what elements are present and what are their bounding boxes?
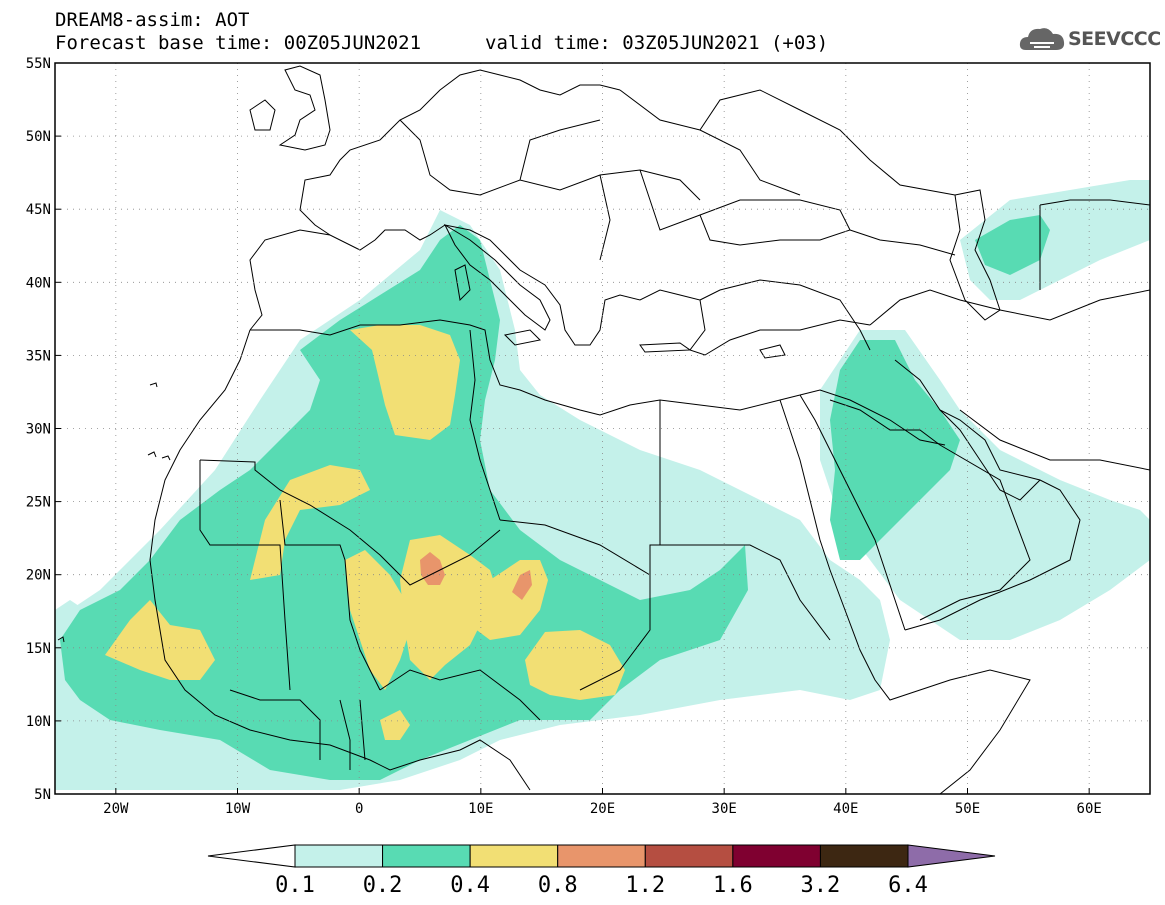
colorbar-box — [469, 844, 559, 868]
coastlines — [57, 65, 1150, 794]
madeira — [149, 382, 158, 388]
logo-text: SEEVCCC — [1068, 28, 1161, 50]
aot-band-0.4-north — [350, 325, 460, 440]
black-sea — [699, 199, 851, 246]
colorbar-label: 0.4 — [450, 873, 491, 898]
aot-band-0.8-chad — [512, 570, 532, 600]
border-mauritania — [199, 460, 291, 691]
colorbar-label: 0.1 — [275, 873, 315, 898]
europe-north-coast — [299, 69, 621, 236]
lon-label: 10W — [225, 801, 251, 817]
lat-label: 10N — [26, 714, 51, 730]
colorbar-label: 3.2 — [800, 873, 841, 898]
aot-band-0.4-senegal — [105, 600, 215, 680]
border-mali-niger — [279, 499, 381, 691]
europe-coast — [249, 224, 871, 356]
aot-contours — [55, 180, 1150, 790]
arabia-coast — [894, 359, 1081, 631]
africa-west-coast — [149, 329, 531, 791]
sicily — [503, 329, 542, 346]
colorbar-box — [382, 844, 471, 868]
lon-label: 0 — [355, 801, 363, 817]
border-central-asia — [1039, 199, 1150, 290]
lat-label: 35N — [26, 348, 51, 364]
colorbar-box — [557, 844, 646, 868]
lat-label: 5N — [34, 787, 51, 803]
colorbar-label: 1.2 — [625, 873, 666, 898]
lat-label: 40N — [26, 275, 51, 291]
border-middle-east — [799, 389, 946, 446]
colorbar-label: 6.4 — [888, 873, 928, 898]
lon-label: 20W — [103, 801, 129, 817]
colorbar-label: 0.2 — [362, 873, 403, 898]
crete — [639, 342, 692, 353]
chart-title: DREAM8-assim: AOT — [55, 9, 250, 31]
border-algeria-libya — [469, 329, 501, 521]
forecast-base-time: Forecast base time: 00Z05JUN2021 — [55, 32, 422, 54]
lat-label: 30N — [26, 422, 51, 438]
border-caucasus — [849, 229, 1150, 326]
lat-label: 15N — [26, 641, 51, 657]
longitude-labels: 20W 10W 0 10E 20E 30E 40E 50E 60E — [103, 788, 1102, 817]
lat-label: 25N — [26, 495, 51, 511]
cape-verde — [57, 636, 65, 643]
lon-label: 30E — [712, 801, 737, 817]
britain — [278, 65, 331, 151]
lat-label: 20N — [26, 568, 51, 584]
lat-label: 55N — [26, 56, 51, 72]
aot-band-0.4-mali — [345, 550, 410, 690]
aot-band-0.2-caspian — [975, 215, 1050, 275]
aot-band-0.4-sudan — [525, 630, 625, 700]
border-arabia — [829, 399, 1031, 621]
colorbar-under-triangle — [207, 844, 296, 868]
colorbar-over-triangle — [907, 844, 996, 868]
border-europe — [399, 119, 701, 261]
latitude-labels: 55N 50N 45N 40N 35N 30N 25N 20N 15N 10N 5N — [26, 56, 61, 803]
colorbar-box — [819, 844, 909, 868]
colorbar-label: 1.6 — [712, 873, 753, 898]
border-east-europe — [619, 89, 956, 196]
lat-label: 50N — [26, 129, 51, 145]
colorbar-box — [294, 844, 384, 868]
border-sudan — [649, 544, 831, 641]
valid-time: valid time: 03Z05JUN2021 (+03) — [485, 32, 829, 54]
colorbar — [207, 844, 996, 868]
colorbar-box — [644, 844, 734, 868]
sardinia — [454, 264, 471, 302]
iran-coast — [959, 409, 1150, 471]
canary-islands — [147, 451, 171, 461]
aot-band-0.2-arabia — [830, 340, 960, 560]
colorbar-label: 0.8 — [537, 873, 578, 898]
persian-gulf — [939, 409, 1041, 501]
italy — [443, 223, 551, 331]
lon-label: 10E — [468, 801, 493, 817]
africa-north-coast — [250, 319, 801, 416]
lon-label: 60E — [1077, 801, 1102, 817]
lon-label: 50E — [955, 801, 980, 817]
ireland — [249, 99, 276, 131]
colorbar-box — [732, 844, 821, 868]
border-sahara — [199, 459, 501, 586]
turkey-coast — [699, 279, 871, 351]
border-nigeria — [379, 669, 541, 721]
lon-label: 40E — [833, 801, 858, 817]
red-sea-east — [799, 394, 906, 631]
seevccc-logo: SEEVCCC — [1018, 22, 1161, 56]
lon-label: 20E — [590, 801, 615, 817]
red-sea-west — [779, 399, 1031, 794]
border-west-africa — [229, 689, 366, 770]
aot-band-0.4-nigeria — [380, 710, 410, 740]
cloud-logo-icon — [1019, 28, 1065, 50]
lat-label: 45N — [26, 202, 51, 218]
